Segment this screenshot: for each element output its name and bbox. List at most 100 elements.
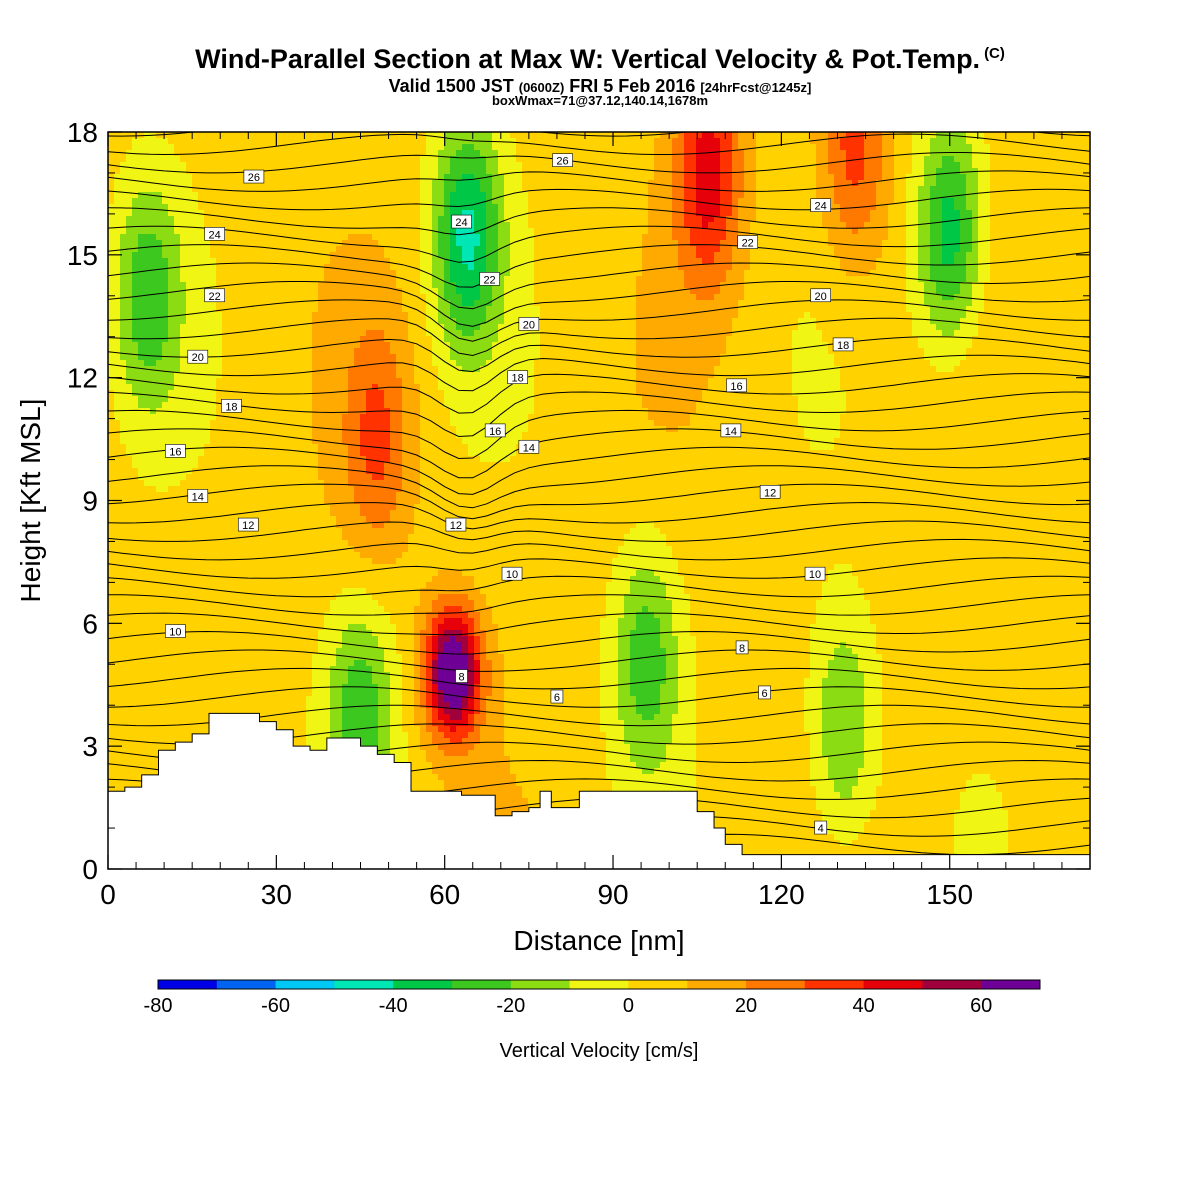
theta-contour [108,612,1090,636]
theta-contour [108,354,1090,392]
colorbar-segment [275,980,335,989]
colorbar-tick-label: -40 [379,995,408,1017]
theta-contour [108,704,1090,727]
contour-label: 6 [758,685,771,700]
y-tick-label: 12 [67,363,98,394]
x-tick-label: 30 [261,879,292,910]
contour-label: 16 [726,378,747,393]
colorbar-segment [863,980,923,989]
theta-contour [108,317,1090,357]
contour-label: 22 [479,272,500,286]
y-tick-label: 9 [82,486,98,517]
theta-contour [108,262,1090,310]
contour-label: 14 [518,439,540,454]
colorbar-tick-label: -80 [144,995,173,1017]
colorbar-segment [510,980,571,989]
colorbar-segment [569,980,629,989]
x-tick-label: 150 [926,879,973,910]
contour-label: 22 [204,288,225,303]
y-tick-label: 3 [82,731,98,762]
contour-label: 18 [832,337,854,352]
contour-label: 8 [455,669,468,684]
theta-contour [108,649,1090,672]
colorbar-tick-label: 60 [970,995,992,1017]
contour-label: 14 [720,423,742,438]
colorbar-segment [452,980,512,989]
colorbar-tick-label: 20 [735,995,757,1017]
contour-label: 16 [165,444,186,458]
x-axis-label: Distance [nm] [513,925,684,956]
theta-contour [108,281,1090,327]
x-tick-label: 120 [758,879,805,910]
contour-label: 22 [737,235,759,250]
theta-contour [108,538,1090,561]
theta-contour [108,667,1090,690]
contour-label: 10 [804,566,826,581]
contour-label: 26 [243,169,265,184]
terrain-mask [108,712,1090,869]
theta-contour [108,409,1090,460]
colorbar-tick-label: 0 [623,995,634,1017]
colorbar-tick-label: -20 [496,995,525,1017]
contour-label: 6 [550,689,564,704]
theta-contour [108,686,1090,708]
copyright-mark: (C) [984,45,1005,62]
theta-contour [108,391,1090,438]
colorbar-segment [393,980,453,989]
colorbar-segment [158,980,218,989]
contour-label: 26 [552,153,573,168]
y-tick-label: 0 [82,854,98,885]
colorbar-tick-label: 40 [852,995,874,1017]
theta-contour [108,520,1090,542]
colorbar-segment [216,980,277,989]
contour-label: 20 [810,288,831,303]
contour-label: 8 [735,640,749,655]
theta-contour [108,336,1090,373]
contour-label: 24 [810,198,831,213]
contour-label: 14 [187,489,209,503]
y-axis-label: Height [Kft MSL] [15,399,46,603]
contour-label: 10 [501,566,523,581]
contour-label: 12 [445,517,467,532]
x-tick-label: 90 [597,879,628,910]
theta-contour [108,225,1090,263]
colorbar-segment [804,980,865,989]
chart-boxwmax-note: boxWmax=71@37.12,140.14,1678m [0,93,1200,108]
theta-contour [108,446,1090,495]
theta-contour [108,244,1090,288]
colorbar-segment [922,980,982,989]
contour-label: 12 [237,517,259,532]
colorbar-tick-label: -60 [261,995,290,1017]
theta-contour [108,133,1090,156]
theta-contour [108,207,1090,236]
theta-contour [108,630,1090,655]
theta-contour [108,132,1090,137]
chart-subtitle: Valid 1500 JST (0600Z) FRI 5 Feb 2016 [2… [0,76,1200,97]
theta-contour [108,373,1090,414]
colorbar-segment [746,980,806,989]
x-tick-label: 60 [429,879,460,910]
theta-contour [108,594,1090,616]
contour-label: 4 [814,820,827,835]
theta-contour [108,501,1090,530]
contour-label: 16 [484,423,506,438]
colorbar-segment [981,980,1041,989]
x-tick-label: 0 [100,879,116,910]
colorbar-segment [334,980,394,989]
theta-contour [108,575,1090,598]
theta-contour [108,557,1090,579]
contour-label: 24 [451,214,472,229]
y-tick-label: 15 [67,240,98,271]
theta-contour [108,483,1090,520]
contour-label: 12 [759,485,781,499]
contour-label: 20 [187,349,209,364]
theta-contour [108,188,1090,211]
theta-contour [108,152,1090,174]
theta-contour [108,170,1090,192]
contour-label: 10 [165,624,186,639]
y-tick-label: 6 [82,608,98,639]
colorbar-segment [687,980,747,989]
theta-contour [108,428,1090,479]
theta-contour [108,299,1090,342]
